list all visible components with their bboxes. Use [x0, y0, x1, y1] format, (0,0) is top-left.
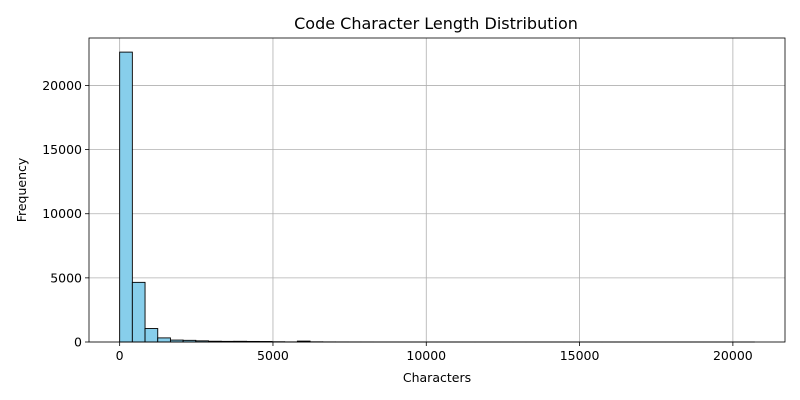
y-tick-label: 20000: [42, 78, 82, 93]
histogram-bar: [119, 51, 133, 343]
chart-title: Code Character Length Distribution: [294, 14, 578, 33]
x-axis-label: Characters: [403, 370, 471, 385]
y-tick-label: 15000: [42, 142, 82, 157]
x-tick-label: 5000: [257, 348, 289, 363]
histogram-bars: [119, 51, 755, 343]
plot-frame: [88, 37, 786, 343]
y-axis-ticks: 0 5000 10000 15000 20000: [42, 78, 89, 350]
y-axis-label: Frequency: [14, 157, 29, 222]
grid-lines: [89, 38, 785, 343]
histogram-bar: [157, 337, 171, 343]
y-tick-label: 10000: [42, 206, 82, 221]
x-tick-label: 10000: [406, 348, 446, 363]
x-tick-label: 20000: [713, 348, 753, 363]
x-tick-label: 15000: [560, 348, 600, 363]
histogram-bar: [131, 281, 146, 343]
y-tick-label: 5000: [50, 270, 82, 285]
histogram-bar: [144, 328, 159, 343]
x-axis-ticks: 0 5000 10000 15000 20000: [116, 342, 753, 363]
y-tick-label: 0: [74, 335, 82, 350]
x-tick-label: 0: [116, 348, 124, 363]
